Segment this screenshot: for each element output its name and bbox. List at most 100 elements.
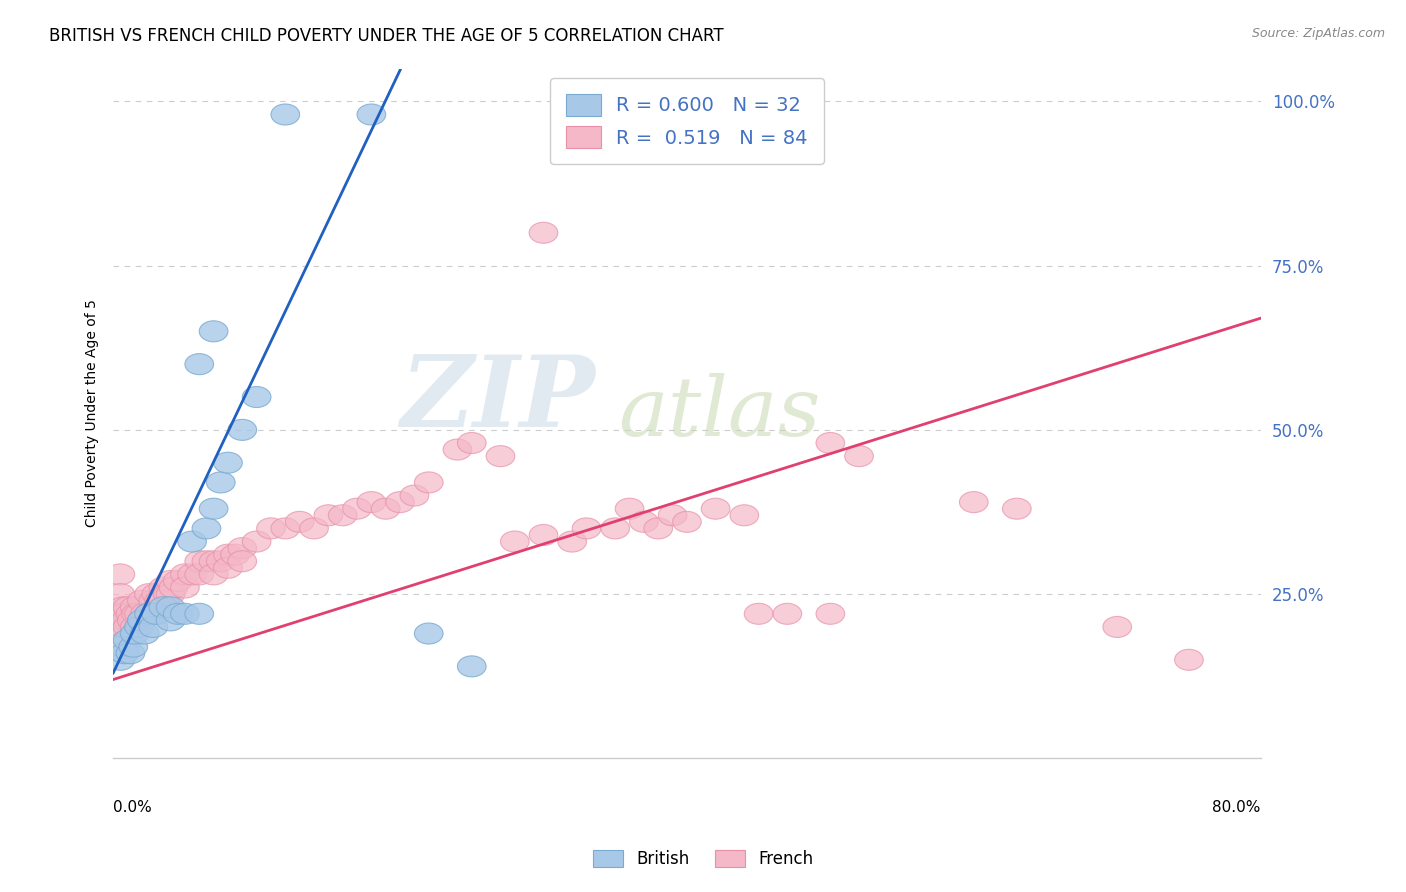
Ellipse shape — [170, 603, 200, 624]
Ellipse shape — [314, 505, 343, 525]
Ellipse shape — [457, 433, 486, 453]
Ellipse shape — [1002, 499, 1031, 519]
Ellipse shape — [371, 499, 401, 519]
Ellipse shape — [845, 446, 873, 467]
Ellipse shape — [156, 597, 186, 618]
Ellipse shape — [214, 544, 242, 566]
Ellipse shape — [815, 433, 845, 453]
Ellipse shape — [200, 550, 228, 572]
Ellipse shape — [108, 597, 138, 618]
Ellipse shape — [501, 531, 529, 552]
Text: ZIP: ZIP — [401, 351, 595, 448]
Ellipse shape — [186, 564, 214, 585]
Ellipse shape — [242, 386, 271, 408]
Ellipse shape — [142, 603, 170, 624]
Ellipse shape — [207, 550, 235, 572]
Ellipse shape — [486, 446, 515, 467]
Ellipse shape — [214, 452, 242, 474]
Ellipse shape — [108, 616, 138, 638]
Legend: R = 0.600   N = 32, R =  0.519   N = 84: R = 0.600 N = 32, R = 0.519 N = 84 — [550, 78, 824, 164]
Ellipse shape — [702, 499, 730, 519]
Ellipse shape — [630, 511, 658, 533]
Ellipse shape — [457, 656, 486, 677]
Ellipse shape — [145, 591, 173, 611]
Ellipse shape — [228, 538, 257, 558]
Ellipse shape — [773, 603, 801, 624]
Ellipse shape — [121, 616, 149, 638]
Text: atlas: atlas — [619, 374, 821, 453]
Ellipse shape — [228, 550, 257, 572]
Ellipse shape — [111, 610, 141, 631]
Ellipse shape — [121, 623, 149, 644]
Ellipse shape — [156, 571, 186, 591]
Ellipse shape — [329, 505, 357, 525]
Ellipse shape — [105, 564, 135, 585]
Ellipse shape — [128, 610, 156, 631]
Ellipse shape — [149, 577, 177, 598]
Ellipse shape — [105, 616, 135, 638]
Text: BRITISH VS FRENCH CHILD POVERTY UNDER THE AGE OF 5 CORRELATION CHART: BRITISH VS FRENCH CHILD POVERTY UNDER TH… — [49, 27, 724, 45]
Ellipse shape — [271, 518, 299, 539]
Ellipse shape — [815, 603, 845, 624]
Ellipse shape — [131, 623, 159, 644]
Ellipse shape — [186, 603, 214, 624]
Ellipse shape — [125, 616, 153, 638]
Ellipse shape — [153, 583, 181, 605]
Ellipse shape — [105, 649, 135, 670]
Ellipse shape — [221, 544, 249, 566]
Ellipse shape — [120, 636, 148, 657]
Ellipse shape — [200, 499, 228, 519]
Text: 80.0%: 80.0% — [1212, 800, 1261, 814]
Ellipse shape — [658, 505, 688, 525]
Ellipse shape — [118, 610, 146, 631]
Ellipse shape — [114, 630, 142, 650]
Ellipse shape — [156, 610, 186, 631]
Ellipse shape — [1102, 616, 1132, 638]
Ellipse shape — [117, 643, 145, 664]
Ellipse shape — [207, 472, 235, 493]
Ellipse shape — [558, 531, 586, 552]
Ellipse shape — [1174, 649, 1204, 670]
Ellipse shape — [193, 550, 221, 572]
Ellipse shape — [401, 485, 429, 506]
Ellipse shape — [193, 518, 221, 539]
Ellipse shape — [156, 583, 186, 605]
Ellipse shape — [343, 499, 371, 519]
Ellipse shape — [415, 623, 443, 644]
Ellipse shape — [142, 603, 170, 624]
Ellipse shape — [163, 603, 193, 624]
Ellipse shape — [110, 643, 139, 664]
Ellipse shape — [299, 518, 329, 539]
Ellipse shape — [177, 531, 207, 552]
Ellipse shape — [170, 577, 200, 598]
Ellipse shape — [529, 222, 558, 244]
Ellipse shape — [959, 491, 988, 513]
Ellipse shape — [177, 564, 207, 585]
Ellipse shape — [135, 583, 163, 605]
Ellipse shape — [744, 603, 773, 624]
Ellipse shape — [214, 558, 242, 578]
Ellipse shape — [103, 603, 132, 624]
Ellipse shape — [159, 577, 188, 598]
Ellipse shape — [357, 104, 385, 125]
Ellipse shape — [672, 511, 702, 533]
Ellipse shape — [200, 564, 228, 585]
Y-axis label: Child Poverty Under the Age of 5: Child Poverty Under the Age of 5 — [86, 300, 100, 527]
Ellipse shape — [572, 518, 600, 539]
Ellipse shape — [121, 597, 149, 618]
Ellipse shape — [170, 564, 200, 585]
Ellipse shape — [122, 603, 150, 624]
Ellipse shape — [117, 603, 145, 624]
Ellipse shape — [128, 591, 156, 611]
Ellipse shape — [285, 511, 314, 533]
Ellipse shape — [105, 603, 135, 624]
Ellipse shape — [257, 518, 285, 539]
Ellipse shape — [200, 321, 228, 342]
Ellipse shape — [135, 603, 163, 624]
Ellipse shape — [125, 603, 153, 624]
Ellipse shape — [163, 571, 193, 591]
Ellipse shape — [186, 550, 214, 572]
Ellipse shape — [357, 491, 385, 513]
Ellipse shape — [114, 597, 142, 618]
Ellipse shape — [529, 524, 558, 546]
